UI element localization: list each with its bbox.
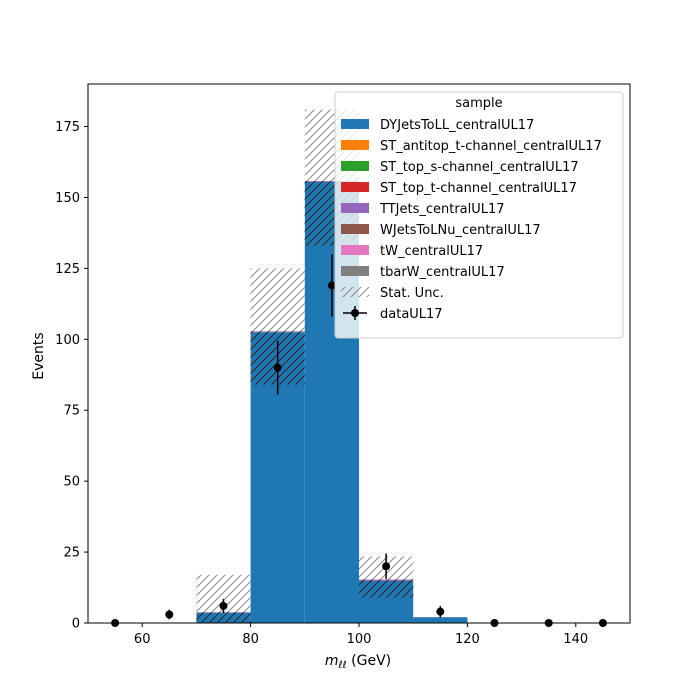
x-tick-label-4: 140 bbox=[563, 632, 588, 647]
legend-swatch-7 bbox=[341, 266, 369, 276]
legend-label-8: Stat. Unc. bbox=[380, 286, 444, 301]
data-point-1 bbox=[165, 610, 174, 619]
y-tick-label-6: 150 bbox=[55, 191, 80, 206]
legend-label-7: tbarW_centralUL17 bbox=[380, 265, 505, 280]
legend-swatch-1 bbox=[341, 140, 369, 150]
stat-unc-overlap-bin-5 bbox=[359, 579, 414, 598]
x-tick-label-0: 60 bbox=[134, 632, 151, 647]
legend-label-9: dataUL17 bbox=[380, 307, 443, 322]
legend: sample DYJetsToLL_centralUL17 ST_antitop_t… bbox=[334, 91, 624, 339]
y-tick-label-1: 25 bbox=[63, 546, 80, 561]
data-point-3 bbox=[273, 363, 282, 372]
x-tick-label-3: 120 bbox=[455, 632, 480, 647]
y-axis-label: Events bbox=[31, 332, 47, 379]
legend-title: sample bbox=[455, 96, 502, 111]
y-tick-label-7: 175 bbox=[55, 120, 80, 135]
x-axis-label-sub: ℓℓ bbox=[338, 660, 346, 671]
x-axis-label: mℓℓ (GeV) bbox=[325, 653, 391, 671]
legend-label-3: ST_top_t-channel_centralUL17 bbox=[380, 181, 577, 196]
stat-unc-overlap-bin-2 bbox=[196, 612, 251, 623]
legend-box bbox=[334, 91, 624, 339]
axes: 60 80 100 120 140 0 25 50 75 100 125 150 175 bbox=[55, 83, 631, 647]
legend-swatch-3 bbox=[341, 182, 369, 192]
legend-label-6: tW_centralUL17 bbox=[380, 244, 483, 259]
legend-swatch-2 bbox=[341, 161, 369, 171]
y-tick-label-0: 0 bbox=[72, 617, 80, 632]
x-axis-label-unit: (GeV) bbox=[347, 653, 391, 669]
legend-label-2: ST_top_s-channel_centralUL17 bbox=[380, 160, 579, 175]
legend-label-1: ST_antitop_t-channel_centralUL17 bbox=[380, 139, 602, 154]
x-tick-label-1: 80 bbox=[242, 632, 259, 647]
legend-swatch-8 bbox=[341, 287, 369, 297]
data-point-4 bbox=[327, 281, 336, 290]
legend-swatch-4 bbox=[341, 203, 369, 213]
data-point-6 bbox=[436, 607, 445, 616]
legend-swatch-9 bbox=[351, 309, 359, 317]
legend-label-4: TTJets_centralUL17 bbox=[379, 202, 505, 217]
legend-label-5: WJetsToLNu_centralUL17 bbox=[380, 223, 541, 238]
x-axis-label-main: m bbox=[325, 653, 339, 669]
y-tick-label-2: 50 bbox=[63, 475, 80, 490]
x-tick-label-2: 100 bbox=[347, 632, 372, 647]
y-tick-label-4: 100 bbox=[55, 333, 80, 348]
data-point-5 bbox=[382, 562, 391, 571]
data-point-2 bbox=[219, 601, 228, 610]
stack-bar-0-bin-6 bbox=[413, 617, 468, 623]
legend-swatch-6 bbox=[341, 245, 369, 255]
legend-swatch-0 bbox=[341, 119, 369, 129]
y-tick-label-3: 75 bbox=[63, 404, 80, 419]
y-tick-label-5: 125 bbox=[55, 262, 80, 277]
legend-swatch-5 bbox=[341, 224, 369, 234]
legend-label-0: DYJetsToLL_centralUL17 bbox=[380, 118, 534, 133]
